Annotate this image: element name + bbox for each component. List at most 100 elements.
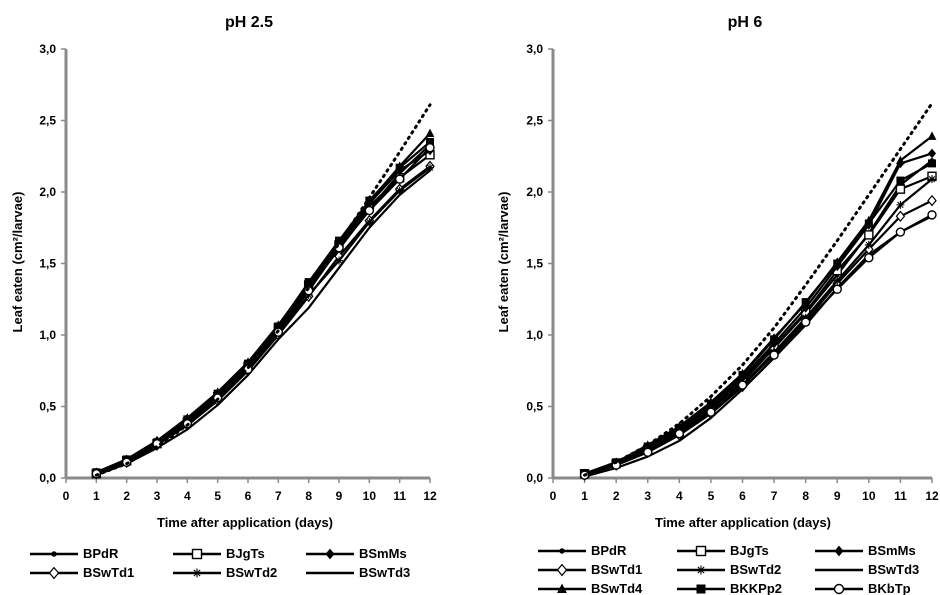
x-tick-label: 10: [862, 489, 876, 503]
legend-label: BSwTd1: [83, 565, 134, 580]
legend-item: BSwTd3: [306, 565, 410, 580]
legend-label: BJgTs: [730, 543, 769, 558]
data-point: [832, 284, 842, 294]
x-tick-label: 12: [423, 489, 437, 503]
legend-marker: [833, 583, 845, 595]
series-line: [95, 169, 431, 477]
x-tick-label: 3: [644, 489, 651, 503]
series-line: [95, 141, 431, 474]
data-point: [304, 278, 313, 287]
series-line: [584, 213, 933, 477]
x-tick-label: 0: [550, 489, 557, 503]
legend-label: BSwTd4: [591, 581, 643, 595]
data-point: [365, 218, 374, 227]
x-tick-label: 5: [214, 489, 221, 503]
series-line: [584, 175, 933, 475]
series-line: [95, 166, 431, 475]
data-point: [426, 137, 434, 146]
data-point: [895, 210, 906, 223]
data-point: [927, 131, 937, 140]
data-point: [244, 359, 252, 368]
data-point: [425, 128, 435, 137]
legend-label: BSmMs: [868, 543, 916, 558]
series-line: [584, 135, 933, 475]
legend-label: BSmMs: [359, 546, 407, 561]
y-tick-label: 2,5: [526, 114, 543, 128]
legend-item: BJgTs: [677, 543, 769, 558]
data-point: [864, 253, 874, 263]
x-tick-label: 4: [184, 489, 191, 503]
y-axis-label: Leaf eaten (cm²/larvae): [10, 192, 25, 333]
legend-label: BJgTs: [226, 546, 265, 561]
data-point: [274, 322, 283, 331]
data-point: [927, 210, 937, 220]
legend-item: BSmMs: [306, 546, 407, 561]
data-point: [364, 205, 375, 216]
legend-label: BSwTd3: [868, 562, 919, 577]
data-point: [738, 371, 747, 380]
data-point: [833, 259, 842, 268]
data-point: [800, 317, 811, 327]
data-point: [895, 227, 906, 237]
legend-marker: [834, 545, 844, 557]
data-point: [864, 219, 873, 228]
x-tick-label: 6: [245, 489, 252, 503]
legend-label: BSwTd3: [359, 565, 410, 580]
legend-label: BSwTd1: [591, 562, 642, 577]
data-point: [896, 200, 905, 209]
legend-label: BKbTp: [868, 581, 911, 595]
data-point: [674, 428, 685, 439]
x-tick-label: 9: [336, 489, 343, 503]
data-point: [365, 196, 374, 205]
legend: BPdR BJgTs BSmMs BSwTd1 BSwTd2 BSwTd3 BSwTd4 BK…: [538, 543, 919, 595]
series-unnamed-10: [583, 101, 934, 477]
y-tick-label: 0,0: [526, 471, 543, 485]
y-tick-label: 2,0: [526, 185, 543, 199]
series-bjgts: [579, 171, 937, 479]
legend: BPdR BJgTs BSmMs BSwTd1 BSwTd2 BSwTd3: [30, 546, 410, 580]
x-tick-label: 4: [676, 489, 683, 503]
x-tick-label: 0: [63, 489, 70, 503]
y-tick-label: 1,5: [39, 257, 56, 271]
data-point: [706, 407, 716, 417]
chart-ph-2-5: pH 2.5 Time after application (days) Lea…: [10, 14, 437, 580]
data-point: [833, 276, 842, 285]
x-tick-label: 2: [123, 489, 130, 503]
data-point: [770, 335, 779, 344]
data-point: [643, 447, 653, 457]
data-point: [896, 155, 905, 165]
legend-marker: [51, 551, 57, 557]
chart-title: pH 2.5: [225, 14, 273, 31]
x-tick-label: 5: [708, 489, 715, 503]
legend-item: BSmMs: [815, 543, 916, 558]
data-point: [394, 174, 405, 184]
legend-marker: [325, 548, 335, 560]
x-axis-label: Time after application (days): [655, 515, 831, 530]
series-bswtd2: [92, 163, 434, 478]
legend-marker: [191, 548, 203, 560]
data-point: [335, 236, 343, 245]
legend-marker: [48, 566, 60, 580]
series-line: [95, 132, 431, 475]
legend-item: BSwTd3: [815, 562, 919, 577]
y-tick-label: 1,0: [526, 328, 543, 342]
series-bkkpp2: [580, 159, 936, 478]
series-unnamed-7: [91, 128, 435, 478]
legend-marker: [559, 548, 565, 554]
y-tick-label: 3,0: [39, 42, 56, 56]
x-tick-label: 10: [363, 489, 377, 503]
series-line: [583, 101, 934, 477]
legend-label: BKKPp2: [730, 581, 782, 595]
series-line: [95, 146, 431, 475]
series-bkbtp: [579, 210, 937, 480]
x-tick-label: 8: [802, 489, 809, 503]
y-tick-label: 0,5: [39, 400, 56, 414]
data-point: [864, 240, 873, 249]
legend-label: BSwTd2: [226, 565, 277, 580]
data-point: [737, 380, 748, 390]
legend-marker: [557, 583, 567, 594]
data-point: [928, 159, 936, 168]
data-point: [426, 163, 434, 172]
y-tick-label: 3,0: [526, 42, 543, 56]
